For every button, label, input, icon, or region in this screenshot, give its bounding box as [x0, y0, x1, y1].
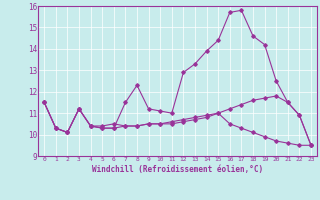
X-axis label: Windchill (Refroidissement éolien,°C): Windchill (Refroidissement éolien,°C) [92, 165, 263, 174]
